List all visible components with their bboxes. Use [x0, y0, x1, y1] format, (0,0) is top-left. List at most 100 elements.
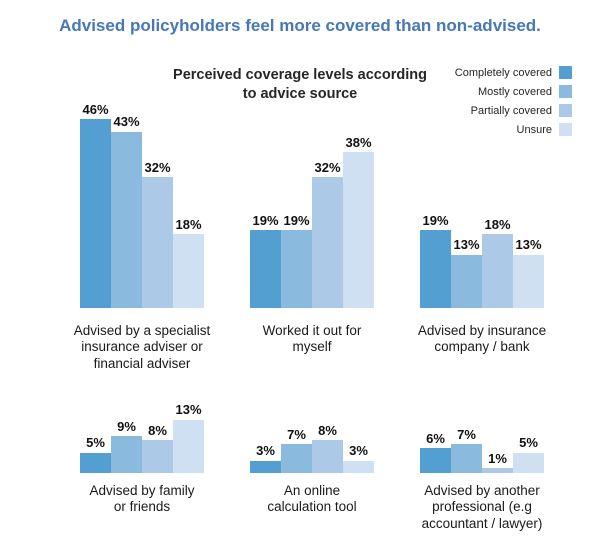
bar-column: 13% — [513, 238, 544, 308]
group-label-line: Worked it out for — [262, 323, 362, 338]
legend-swatch-partially-covered — [559, 104, 572, 117]
page-title: Advised policyholders feel more covered … — [59, 16, 541, 35]
bar-column: 9% — [111, 418, 142, 473]
bar-value-label: 6% — [426, 431, 445, 447]
group-label-line: Advised by another — [424, 483, 540, 498]
legend-item-mostly-covered: Mostly covered — [455, 82, 572, 101]
bar-column: 13% — [173, 403, 204, 473]
bar-completely-covered — [250, 230, 281, 308]
bar-column: 32% — [312, 159, 343, 308]
bar-unsure — [343, 152, 374, 308]
bar-value-label: 7% — [457, 427, 476, 443]
group-label-line: company / bank — [434, 339, 530, 355]
bar-partially-covered — [142, 440, 173, 473]
bar-column: 43% — [111, 115, 142, 308]
bar-unsure — [173, 234, 204, 308]
bar-unsure — [343, 460, 374, 473]
bar-column: 3% — [343, 444, 374, 473]
legend-item-partially-covered: Partially covered — [455, 101, 572, 120]
group-label-specialist-adviser: Advised by a specialist insurance adviser… — [42, 323, 242, 372]
group-label-line: Advised by a specialist — [73, 323, 211, 338]
bar-value-label: 19% — [252, 212, 279, 228]
group-label-line: or friends — [113, 499, 171, 515]
group-label-online-calculation-tool: An online calculation tool — [212, 483, 412, 516]
bar-completely-covered — [250, 460, 281, 473]
bar-column: 32% — [142, 159, 173, 308]
bar-value-label: 7% — [287, 427, 306, 443]
bar-value-label: 46% — [82, 102, 109, 118]
group-label-line: professional (e.g — [432, 499, 532, 515]
bar-group-family-or-friends: 5% 9% 8% 13% — [80, 391, 204, 473]
bar-column: 18% — [173, 217, 204, 308]
bar-value-label: 19% — [283, 212, 310, 228]
bar-value-label: 5% — [86, 435, 105, 451]
chart-title-line-2: to advice source — [242, 85, 358, 102]
bar-value-label: 32% — [144, 159, 171, 175]
group-label-line: accountant / lawyer) — [421, 515, 543, 531]
group-label-line: financial adviser — [93, 355, 191, 371]
group-label-worked-it-out-myself: Worked it out for myself — [212, 323, 412, 356]
legend: Completely covered Mostly covered Partia… — [455, 63, 572, 139]
bar-column: 7% — [281, 427, 312, 473]
bar-mostly-covered — [281, 444, 312, 473]
bar-column: 8% — [312, 422, 343, 473]
bar-partially-covered — [142, 176, 173, 308]
group-label-insurance-company-bank: Advised by insurance company / bank — [382, 323, 582, 356]
bar-column: 19% — [250, 212, 281, 308]
legend-label: Mostly covered — [478, 85, 552, 98]
bar-value-label: 3% — [349, 443, 368, 459]
bar-unsure — [513, 452, 544, 473]
bar-column: 18% — [482, 216, 513, 308]
bar-completely-covered — [80, 119, 111, 308]
legend-item-completely-covered: Completely covered — [455, 63, 572, 82]
bar-mostly-covered — [281, 230, 312, 308]
bar-group-worked-it-out-myself: 19% 19% 32% 38% — [250, 100, 374, 308]
legend-label: Completely covered — [454, 66, 552, 79]
bar-column: 8% — [142, 423, 173, 473]
bar-value-label: 32% — [314, 159, 341, 175]
bar-column: 5% — [80, 435, 111, 473]
bar-completely-covered — [420, 448, 451, 473]
bar-mostly-covered — [111, 436, 142, 473]
bar-column: 5% — [513, 435, 544, 473]
bar-partially-covered — [482, 234, 513, 308]
bar-column: 46% — [80, 102, 111, 308]
bar-completely-covered — [420, 230, 451, 308]
bar-value-label: 13% — [515, 237, 542, 253]
group-label-line: An online — [283, 483, 341, 498]
bar-mostly-covered — [451, 444, 482, 473]
bar-value-label: 5% — [519, 435, 538, 451]
bar-column: 6% — [420, 431, 451, 473]
bar-value-label: 13% — [175, 402, 202, 418]
bar-value-label: 38% — [345, 134, 372, 150]
group-label-family-or-friends: Advised by family or friends — [42, 483, 242, 516]
group-label-line: insurance adviser or — [81, 339, 203, 355]
bar-column: 19% — [281, 212, 312, 308]
group-label-line: myself — [292, 339, 332, 355]
bar-value-label: 8% — [318, 422, 337, 438]
bar-value-label: 13% — [453, 237, 480, 253]
bar-mostly-covered — [451, 254, 482, 308]
bar-column: 1% — [482, 450, 513, 473]
group-label-line: Advised by insurance — [417, 323, 547, 338]
bar-partially-covered — [312, 440, 343, 473]
group-label-line: Advised by family — [89, 483, 195, 498]
bar-value-label: 18% — [484, 216, 511, 232]
bar-column: 3% — [250, 444, 281, 473]
bar-unsure — [173, 419, 204, 473]
legend-swatch-unsure — [559, 123, 572, 136]
bar-value-label: 19% — [422, 212, 449, 228]
bar-column: 19% — [420, 212, 451, 308]
chart-title-line-1: Perceived coverage levels according — [173, 67, 427, 83]
bar-mostly-covered — [111, 131, 142, 308]
bar-group-online-calculation-tool: 3% 7% 8% 3% — [250, 391, 374, 473]
bar-column: 7% — [451, 427, 482, 473]
legend-swatch-mostly-covered — [559, 85, 572, 98]
bar-column: 13% — [451, 238, 482, 308]
bar-value-label: 9% — [117, 418, 136, 434]
legend-swatch-completely-covered — [559, 66, 572, 79]
bar-partially-covered — [312, 176, 343, 308]
bar-group-another-professional: 6% 7% 1% 5% — [420, 391, 544, 473]
bar-value-label: 1% — [488, 450, 507, 466]
